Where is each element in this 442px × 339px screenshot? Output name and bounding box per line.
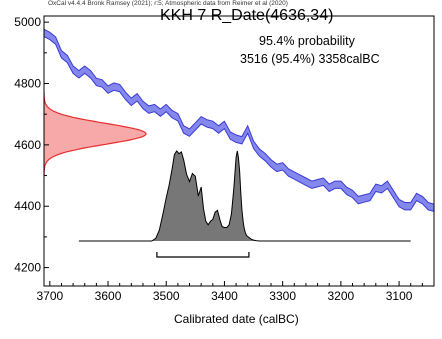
- plot-frame: [43, 15, 435, 287]
- range-label: 3516 (95.4%) 3358calBC: [240, 52, 380, 66]
- calibration-lower-line: [44, 36, 434, 212]
- radiocarbon-date-fill: [44, 92, 146, 176]
- x-tick-label: 3300: [269, 289, 296, 303]
- posterior-outline: [78, 150, 411, 242]
- x-tick-label: 3200: [328, 289, 355, 303]
- range-95-bracket: [156, 252, 250, 258]
- y-tick-label: 4800: [14, 77, 41, 91]
- y-tick-label: 4200: [14, 261, 41, 275]
- x-tick-label: 3600: [95, 289, 122, 303]
- radiocarbon-date-curve: [44, 92, 147, 176]
- x-tick-label: 3500: [153, 289, 180, 303]
- x-tick-label: 3700: [36, 289, 63, 303]
- oxcal-header-note: OxCal v4.4.4 Bronk Ramsey (2021); r:5; A…: [48, 0, 288, 7]
- x-tick-label: 3400: [211, 289, 238, 303]
- calibration-upper-line: [44, 28, 434, 205]
- y-tick-label: 4600: [14, 138, 41, 152]
- x-tick-label: 3100: [386, 289, 413, 303]
- y-tick-label: 4400: [14, 199, 41, 213]
- y-tick-label: 5000: [14, 15, 41, 29]
- probability-label: 95.4% probability: [259, 34, 355, 48]
- x-axis-title: Calibrated date (calBC): [174, 312, 299, 326]
